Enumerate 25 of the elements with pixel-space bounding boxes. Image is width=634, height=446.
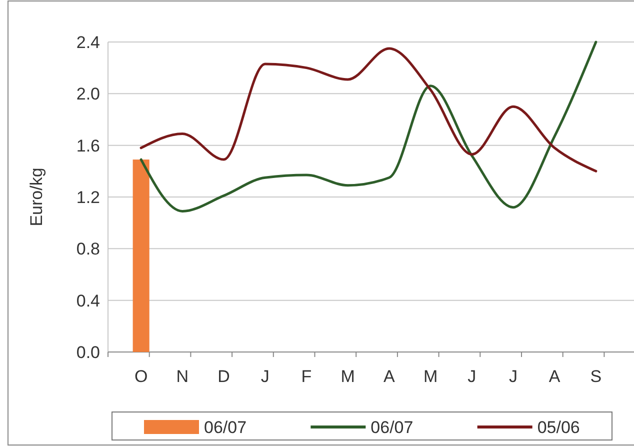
line-series <box>140 40 598 212</box>
x-tick-label: M <box>340 367 355 386</box>
y-tick-label: 0.8 <box>76 240 100 259</box>
x-tick-label: O <box>134 367 148 386</box>
x-tick-label: A <box>548 367 561 386</box>
legend-label: 06/07 <box>204 418 247 437</box>
x-tick-label: S <box>590 367 602 386</box>
legend-label: 05/06 <box>537 418 580 437</box>
y-tick-label: 2.0 <box>76 84 100 104</box>
y-tick-label: 0.0 <box>76 342 100 362</box>
line-series <box>140 47 598 172</box>
x-tick-label: D <box>218 367 230 386</box>
y-axis-title: Euro/kg <box>27 168 46 226</box>
x-tick-label: J <box>468 367 476 386</box>
x-tick-label: J <box>508 367 518 386</box>
legend-label: 06/07 <box>370 418 414 437</box>
x-tick-label: M <box>423 367 438 386</box>
x-tick-label: A <box>384 367 396 386</box>
y-tick-label: 2.4 <box>76 32 100 52</box>
y-tick-label: 1.6 <box>76 136 100 156</box>
x-tick-label: N <box>176 367 189 386</box>
x-tick-label: F <box>301 367 312 386</box>
y-tick-label: 1.2 <box>76 188 100 207</box>
y-tick-label: 0.4 <box>76 291 100 310</box>
x-tick-label: J <box>260 367 270 386</box>
